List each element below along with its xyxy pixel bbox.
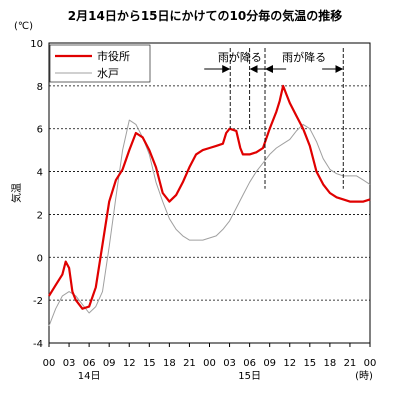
legend-box [49, 44, 151, 83]
x-tick-label: 15 [143, 358, 156, 369]
x-tick-label: 09 [263, 358, 276, 369]
x-tick-label: 00 [43, 358, 56, 369]
grid-lines [49, 85, 370, 301]
day-label: 14日 [78, 371, 101, 382]
y-tick-label: 4 [37, 168, 43, 179]
x-tick-label: 21 [344, 358, 357, 369]
y-tick-labels: -4 -2 0 2 4 6 8 10 [30, 39, 43, 350]
x-tick-label: 06 [243, 358, 256, 369]
x-tick-label: 18 [324, 358, 337, 369]
rain-label: 雨が降る [218, 50, 262, 64]
x-unit-label: (時) [355, 370, 373, 382]
legend-label-city-office: 市役所 [97, 49, 130, 63]
legend: 市役所 水戸 [49, 44, 151, 83]
series-line-mito [48, 119, 371, 327]
y-axis-title: 気温 [10, 183, 23, 203]
x-tick-label: 18 [163, 358, 176, 369]
y-tick-label: -4 [33, 339, 43, 350]
x-tick-label: 15 [303, 358, 316, 369]
y-tick-label: 6 [37, 125, 43, 136]
rain-annotations: 雨が降る 雨が降る [204, 48, 344, 189]
y-tick-label: 2 [37, 210, 43, 221]
x-tick-label: 03 [223, 358, 236, 369]
y-tick-label: -2 [33, 296, 43, 307]
rain-label: 雨が降る [282, 50, 326, 64]
day-labels: 14日 15日 [78, 371, 261, 382]
day-label: 15日 [238, 371, 261, 382]
x-tick-label: 00 [203, 358, 216, 369]
x-tick-label: 09 [103, 358, 116, 369]
x-tick-labels: 00 03 06 09 12 15 18 21 00 03 06 09 12 15 18 21 00 [43, 343, 377, 369]
series-line-city-office [48, 84, 371, 310]
legend-label-mito: 水戸 [97, 67, 119, 80]
x-tick-label: 03 [63, 358, 76, 369]
y-tick-label: 10 [30, 39, 43, 50]
x-tick-label: 12 [123, 358, 136, 369]
y-tick-label: 0 [37, 253, 43, 264]
x-tick-label: 06 [83, 358, 96, 369]
y-tick-label: 8 [37, 82, 43, 93]
x-tick-label: 12 [283, 358, 296, 369]
x-tick-label: 00 [364, 358, 377, 369]
x-tick-label: 21 [183, 358, 196, 369]
chart-title: 2月14日から15日にかけての10分毎の気温の推移 [68, 8, 342, 23]
series-lines [48, 84, 371, 327]
y-unit-label: (℃) [14, 21, 33, 32]
